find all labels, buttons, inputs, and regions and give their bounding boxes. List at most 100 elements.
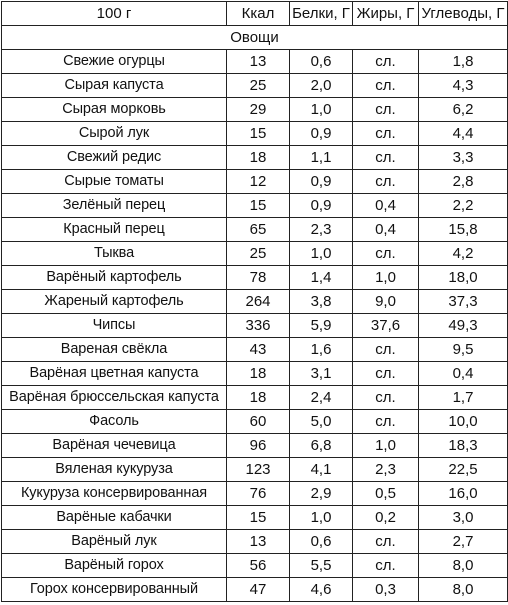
table-row: Тыква 25 1,0 сл. 4,2 — [1, 241, 508, 266]
fat-cell: 0,4 — [352, 217, 419, 242]
fat-cell: 0,4 — [352, 193, 419, 218]
fat-cell: 9,0 — [352, 289, 419, 314]
carbs-cell: 18,0 — [418, 265, 508, 290]
fat-cell: 1,0 — [352, 265, 419, 290]
fat-cell: 0,3 — [352, 577, 419, 602]
kcal-cell: 18 — [226, 145, 290, 170]
table-row: Варёный горох 56 5,5 сл. 8,0 — [1, 553, 508, 578]
kcal-cell: 15 — [226, 193, 290, 218]
fat-cell: 0,5 — [352, 481, 419, 506]
fat-cell: сл. — [352, 49, 419, 74]
section-title: Овощи — [1, 25, 508, 50]
carbs-cell: 8,0 — [418, 577, 508, 602]
kcal-cell: 15 — [226, 121, 290, 146]
food-name-cell: Чипсы — [1, 313, 227, 338]
protein-cell: 5,5 — [289, 553, 353, 578]
table-row: Варёная брюссельская капуста 18 2,4 сл. 1,7 — [1, 385, 508, 410]
fat-cell: 37,6 — [352, 313, 419, 338]
carbs-cell: 22,5 — [418, 457, 508, 482]
protein-cell: 5,0 — [289, 409, 353, 434]
fat-cell: 0,2 — [352, 505, 419, 530]
fat-cell: сл. — [352, 409, 419, 434]
kcal-cell: 78 — [226, 265, 290, 290]
table-row: Варёная цветная капуста 18 3,1 сл. 0,4 — [1, 361, 508, 386]
kcal-cell: 47 — [226, 577, 290, 602]
food-name-cell: Варёный лук — [1, 529, 227, 554]
protein-cell: 0,9 — [289, 121, 353, 146]
kcal-cell: 43 — [226, 337, 290, 362]
table-row: Варёный лук 13 0,6 сл. 2,7 — [1, 529, 508, 554]
fat-cell: сл. — [352, 169, 419, 194]
fat-cell: сл. — [352, 553, 419, 578]
table-row: Фасоль 60 5,0 сл. 10,0 — [1, 409, 508, 434]
carbs-cell: 4,3 — [418, 73, 508, 98]
carbs-cell: 1,8 — [418, 49, 508, 74]
food-name-cell: Сырая морковь — [1, 97, 227, 122]
food-name-cell: Варёная чечевица — [1, 433, 227, 458]
protein-cell: 1,0 — [289, 97, 353, 122]
table-row: Варёная чечевица 96 6,8 1,0 18,3 — [1, 433, 508, 458]
fat-cell: сл. — [352, 121, 419, 146]
table-row: Горох консервированный 47 4,6 0,3 8,0 — [1, 577, 508, 602]
carbs-cell: 9,5 — [418, 337, 508, 362]
carbs-cell: 8,0 — [418, 553, 508, 578]
table-row: Сырая морковь 29 1,0 сл. 6,2 — [1, 97, 508, 122]
header-protein: Белки, Г — [289, 1, 353, 26]
protein-cell: 1,4 — [289, 265, 353, 290]
food-name-cell: Варёная брюссельская капуста — [1, 385, 227, 410]
protein-cell: 4,6 — [289, 577, 353, 602]
kcal-cell: 25 — [226, 241, 290, 266]
kcal-cell: 29 — [226, 97, 290, 122]
protein-cell: 1,0 — [289, 505, 353, 530]
header-portion: 100 г — [1, 1, 227, 26]
table-row: Свежий редис 18 1,1 сл. 3,3 — [1, 145, 508, 170]
kcal-cell: 336 — [226, 313, 290, 338]
protein-cell: 0,6 — [289, 49, 353, 74]
food-name-cell: Варёный горох — [1, 553, 227, 578]
kcal-cell: 13 — [226, 529, 290, 554]
table-row: Жареный картофель 264 3,8 9,0 37,3 — [1, 289, 508, 314]
carbs-cell: 2,8 — [418, 169, 508, 194]
food-name-cell: Сырая капуста — [1, 73, 227, 98]
protein-cell: 2,9 — [289, 481, 353, 506]
protein-cell: 1,1 — [289, 145, 353, 170]
fat-cell: 1,0 — [352, 433, 419, 458]
table-row: Чипсы 336 5,9 37,6 49,3 — [1, 313, 508, 338]
fat-cell: сл. — [352, 361, 419, 386]
carbs-cell: 4,4 — [418, 121, 508, 146]
table-row: Свежие огурцы 13 0,6 сл. 1,8 — [1, 49, 508, 74]
carbs-cell: 1,7 — [418, 385, 508, 410]
fat-cell: сл. — [352, 73, 419, 98]
food-name-cell: Варёная цветная капуста — [1, 361, 227, 386]
header-fat: Жиры, Г — [352, 1, 419, 26]
kcal-cell: 60 — [226, 409, 290, 434]
header-kcal: Ккал — [226, 1, 290, 26]
table-row: Сырая капуста 25 2,0 сл. 4,3 — [1, 73, 508, 98]
fat-cell: 2,3 — [352, 457, 419, 482]
carbs-cell: 6,2 — [418, 97, 508, 122]
kcal-cell: 25 — [226, 73, 290, 98]
kcal-cell: 15 — [226, 505, 290, 530]
food-name-cell: Сырой лук — [1, 121, 227, 146]
food-name-cell: Красный перец — [1, 217, 227, 242]
food-name-cell: Вареная свёкла — [1, 337, 227, 362]
protein-cell: 3,1 — [289, 361, 353, 386]
carbs-cell: 2,2 — [418, 193, 508, 218]
protein-cell: 5,9 — [289, 313, 353, 338]
fat-cell: сл. — [352, 241, 419, 266]
table-row: Сырые томаты 12 0,9 сл. 2,8 — [1, 169, 508, 194]
protein-cell: 3,8 — [289, 289, 353, 314]
protein-cell: 2,3 — [289, 217, 353, 242]
header-carbs: Углеводы, Г — [418, 1, 508, 26]
carbs-cell: 4,2 — [418, 241, 508, 266]
protein-cell: 0,9 — [289, 169, 353, 194]
kcal-cell: 65 — [226, 217, 290, 242]
kcal-cell: 96 — [226, 433, 290, 458]
protein-cell: 6,8 — [289, 433, 353, 458]
food-name-cell: Свежие огурцы — [1, 49, 227, 74]
kcal-cell: 12 — [226, 169, 290, 194]
protein-cell: 4,1 — [289, 457, 353, 482]
kcal-cell: 123 — [226, 457, 290, 482]
food-name-cell: Кукуруза консервированная — [1, 481, 227, 506]
food-name-cell: Жареный картофель — [1, 289, 227, 314]
